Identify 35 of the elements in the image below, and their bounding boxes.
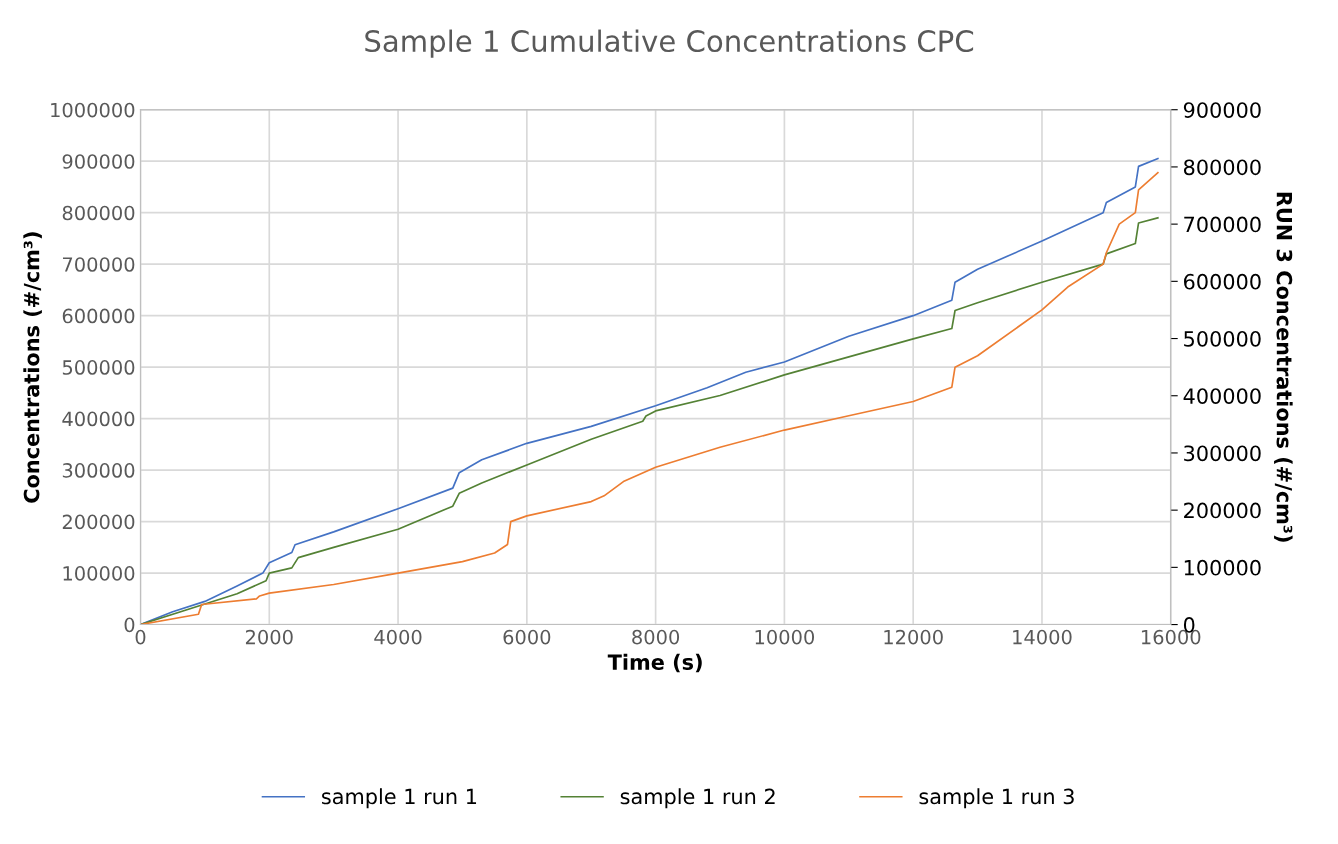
- y-tick-label: 400000: [62, 411, 135, 427]
- x-tick-label: 8000: [632, 629, 680, 645]
- y2-axis-title: RUN 3 Concentrations (#/cm³): [1274, 192, 1293, 542]
- y2-tick-label: 300000: [1184, 445, 1261, 462]
- y2-tick-label: 700000: [1184, 216, 1261, 233]
- x-tick-label: 12000: [884, 629, 943, 645]
- y-tick-label: 1000000: [51, 102, 135, 118]
- y-tick-label: 200000: [62, 514, 135, 530]
- legend-label: sample 1 run 1: [321, 788, 477, 809]
- y2-tick-label: 500000: [1184, 330, 1261, 347]
- x-tick-label: 0: [135, 629, 146, 645]
- x-tick-label: 14000: [1013, 629, 1072, 645]
- y-axis-title: Concentrations (#/cm³): [23, 232, 42, 503]
- x-tick-label: 2000: [245, 629, 293, 645]
- y2-tick-label: 800000: [1183, 159, 1261, 176]
- y-tick-label: 500000: [62, 360, 135, 375]
- y2-tick-label: 100000: [1184, 559, 1261, 576]
- y-tick-label: 100000: [63, 566, 135, 581]
- y-tick-label: 900000: [62, 154, 135, 169]
- x-tick-label: 6000: [503, 629, 551, 645]
- y-tick-label: 300000: [62, 463, 135, 478]
- x-axis-title: Time (s): [607, 653, 702, 673]
- y-tick-label: 800000: [62, 205, 135, 221]
- x-tick-label: 10000: [755, 629, 815, 645]
- y-tick-label: 0: [124, 617, 135, 633]
- y-tick-label: 600000: [62, 308, 135, 324]
- y-tick-label: 700000: [62, 257, 135, 272]
- y2-tick-label: 200000: [1184, 502, 1261, 519]
- y2-tick-label: 900000: [1183, 102, 1261, 118]
- legend-label: sample 1 run 3: [919, 788, 1074, 809]
- x-tick-label: 4000: [374, 629, 422, 645]
- chart-title: Sample 1 Cumulative Concentrations CPC: [365, 29, 974, 58]
- legend-label: sample 1 run 2: [620, 788, 775, 809]
- y2-tick-label: 400000: [1183, 388, 1261, 404]
- y2-tick-label: 600000: [1184, 273, 1261, 290]
